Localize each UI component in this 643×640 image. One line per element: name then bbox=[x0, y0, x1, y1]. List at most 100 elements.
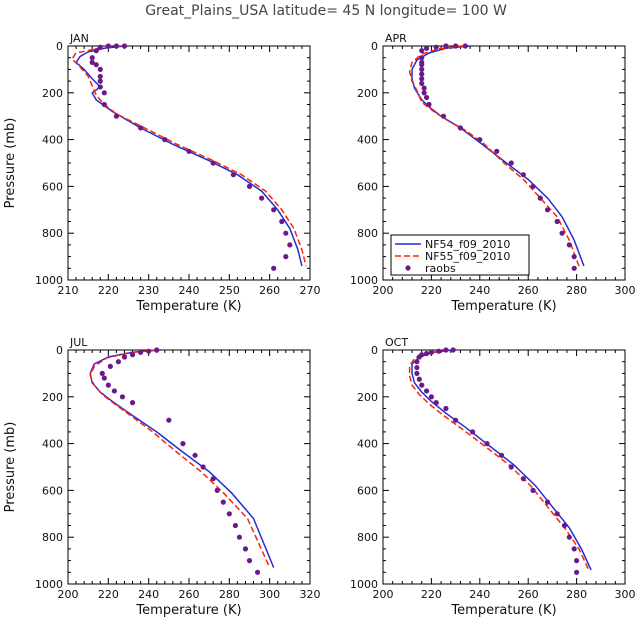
y-tick-label: 1000 bbox=[35, 578, 63, 591]
legend-label: NF55_f09_2010 bbox=[425, 250, 510, 263]
raobs-point bbox=[440, 113, 447, 119]
x-tick-label: 300 bbox=[259, 588, 280, 601]
raobs-point bbox=[423, 350, 430, 357]
raobs-point bbox=[220, 499, 226, 505]
legend-marker-raobs bbox=[405, 265, 411, 271]
panel-apr: 200 220 240 260 280 300 0 200 400 600 800 1000 APR Te… bbox=[350, 32, 636, 314]
x-tick-label: 200 bbox=[58, 588, 79, 601]
plot-frame bbox=[67, 349, 311, 585]
raobs-point bbox=[186, 148, 192, 154]
raobs-point bbox=[450, 347, 456, 353]
raobs-point bbox=[469, 429, 476, 435]
raobs-point bbox=[283, 230, 289, 236]
raobs-point bbox=[232, 522, 238, 529]
raobs-point bbox=[571, 265, 577, 271]
raobs-point bbox=[210, 160, 216, 166]
panel-oct: 200 220 240 260 280 300 0 200 400 600 800 1000 OCT Te… bbox=[350, 336, 636, 618]
raobs-point bbox=[113, 43, 119, 49]
raobs-point bbox=[559, 230, 565, 236]
raobs-point bbox=[419, 80, 425, 87]
raobs-point bbox=[121, 43, 128, 49]
raobs-point bbox=[419, 66, 425, 72]
y-tick-label: 0 bbox=[56, 344, 63, 357]
raobs-point bbox=[97, 73, 103, 80]
y-tick-label: 0 bbox=[371, 40, 378, 53]
raobs-point bbox=[416, 354, 422, 360]
x-tick-label: 320 bbox=[300, 588, 321, 601]
raobs-point bbox=[416, 376, 422, 382]
raobs-point bbox=[101, 375, 107, 381]
raobs-point bbox=[246, 183, 253, 189]
raobs-point bbox=[89, 55, 95, 61]
raobs-point bbox=[477, 137, 483, 143]
x-axis-label: Temperature (K) bbox=[450, 603, 556, 618]
y-tick-label: 200 bbox=[357, 87, 378, 100]
x-tick-label: 270 bbox=[300, 284, 321, 297]
x-tick-label: 260 bbox=[259, 284, 280, 297]
raobs-point bbox=[271, 265, 277, 271]
legend-label: raobs bbox=[425, 262, 456, 275]
raobs-point bbox=[138, 125, 144, 131]
raobs-point bbox=[494, 148, 500, 154]
raobs-point bbox=[287, 242, 293, 248]
raobs-point bbox=[236, 534, 243, 540]
raobs-point bbox=[113, 113, 119, 119]
raobs-point bbox=[508, 160, 514, 166]
raobs-point bbox=[421, 90, 427, 96]
raobs-point bbox=[423, 45, 430, 51]
y-tick-label: 600 bbox=[42, 484, 63, 497]
raobs-point bbox=[436, 348, 442, 354]
x-axis-label: Temperature (K) bbox=[135, 603, 241, 618]
x-tick-label: 240 bbox=[469, 588, 490, 601]
raobs-point bbox=[259, 195, 265, 201]
x-tick-label: 200 bbox=[373, 284, 394, 297]
raobs-point bbox=[101, 90, 107, 96]
series-line-nf54 bbox=[89, 349, 275, 568]
raobs-point bbox=[457, 125, 464, 131]
raobs-point bbox=[119, 394, 126, 400]
raobs-point bbox=[154, 347, 160, 353]
raobs-point bbox=[571, 546, 577, 552]
raobs-point bbox=[146, 348, 152, 354]
y-tick-label: 0 bbox=[371, 344, 378, 357]
panel-jan: 210 220 230 240 250 260 270 0 200 400 600 800 1000 JA… bbox=[3, 32, 321, 314]
y-tick-label: 800 bbox=[357, 531, 378, 544]
raobs-point bbox=[498, 452, 505, 458]
raobs-point bbox=[271, 207, 277, 213]
raobs-point bbox=[419, 71, 425, 77]
raobs-point bbox=[520, 476, 526, 482]
x-tick-label: 220 bbox=[98, 284, 119, 297]
raobs-point bbox=[97, 44, 103, 50]
raobs-point bbox=[192, 452, 198, 458]
x-axis-label: Temperature (K) bbox=[450, 299, 556, 314]
x-tick-label: 280 bbox=[219, 588, 240, 601]
raobs-point bbox=[544, 207, 551, 213]
raobs-point bbox=[162, 137, 168, 143]
y-tick-label: 400 bbox=[42, 134, 63, 147]
series-line-nf54 bbox=[75, 45, 303, 267]
raobs-point bbox=[105, 382, 111, 388]
x-tick-label: 220 bbox=[421, 588, 442, 601]
x-tick-label: 260 bbox=[518, 284, 539, 297]
legend-label: NF54_f09_2010 bbox=[425, 238, 510, 251]
raobs-point bbox=[423, 388, 430, 394]
y-tick-label: 1000 bbox=[350, 274, 378, 287]
y-tick-label: 200 bbox=[42, 87, 63, 100]
x-axis-label: Temperature (K) bbox=[135, 299, 241, 314]
series-line-nf55 bbox=[408, 45, 580, 267]
raobs-point bbox=[443, 405, 449, 412]
raobs-point bbox=[433, 44, 439, 50]
raobs-point bbox=[566, 534, 572, 540]
raobs-point bbox=[414, 370, 420, 376]
x-tick-label: 300 bbox=[615, 588, 636, 601]
y-tick-label: 600 bbox=[357, 484, 378, 497]
x-tick-label: 280 bbox=[566, 284, 587, 297]
raobs-point bbox=[166, 417, 172, 423]
y-tick-label: 400 bbox=[42, 438, 63, 451]
raobs-point bbox=[544, 499, 551, 505]
y-tick-label: 400 bbox=[357, 134, 378, 147]
y-tick-label: 1000 bbox=[350, 578, 378, 591]
raobs-point bbox=[121, 354, 128, 360]
